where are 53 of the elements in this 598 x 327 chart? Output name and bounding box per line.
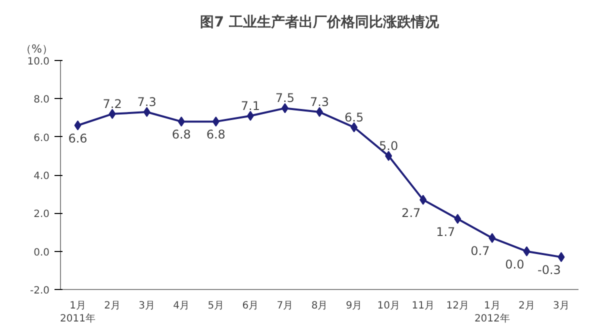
data-label: -0.3 [538,263,561,278]
y-axis-title: （%） [20,42,53,56]
data-label: 1.7 [436,224,456,239]
y-tick-label: 2.0 [34,209,50,220]
y-tick-label: 6.0 [34,132,50,144]
point [212,116,220,127]
point [420,194,427,205]
x-tick-label: 1月 2012年 [474,300,510,325]
x-tick-label: 2月 [104,300,120,312]
data-label: 6.8 [172,128,191,142]
x-tick-label: 10月 [377,300,400,312]
data-label: 2.7 [402,206,421,220]
data-label: 7.2 [102,96,122,111]
point [454,214,462,224]
data-label: 7.3 [137,95,156,110]
point [558,252,565,262]
data-label: 5.0 [379,138,398,153]
point [385,150,392,161]
y-tick-label: -2.0 [30,286,50,296]
x-tick-label: 4月 [173,300,190,312]
data-label: 0.7 [470,244,490,258]
data-label: 6.6 [68,131,88,146]
data-label: 6.5 [344,110,364,124]
point [350,122,358,132]
data-label: 7.3 [310,95,330,110]
data-label: 6.8 [206,128,226,142]
data-label: 7.1 [240,98,260,113]
chart-title: 图7 工业生产者出厂价格同比涨跌情况 [200,14,440,30]
data-label: 0.0 [505,257,524,272]
x-tick-label: 9月 [346,300,362,312]
point [74,120,82,130]
point [488,232,496,243]
point [523,246,530,256]
data-label: 7.5 [275,91,295,106]
x-tick-label: 11月 [412,300,434,312]
x-tick-label: 3月 [138,300,156,312]
x-tick-label: 5月 [208,300,224,312]
x-tick-label: 7月 [276,300,294,312]
x-tick-label: 2月 [518,300,535,312]
y-tick-label: 10.0 [27,56,50,68]
point [178,116,185,127]
x-tick-label: 3月 [553,300,570,312]
x-tick-label: 8月 [311,300,328,312]
y-tick-label: 8.0 [34,94,50,106]
point [143,107,150,118]
y-tick-label: 4.0 [34,171,50,182]
y-tick-label: 0.0 [34,247,50,258]
point [108,108,116,119]
x-tick-label: 1月 2011年 [60,300,96,325]
x-tick-label: 12月 [446,300,470,312]
x-tick-label: 6月 [242,300,259,312]
point [281,103,288,114]
point [246,110,254,121]
